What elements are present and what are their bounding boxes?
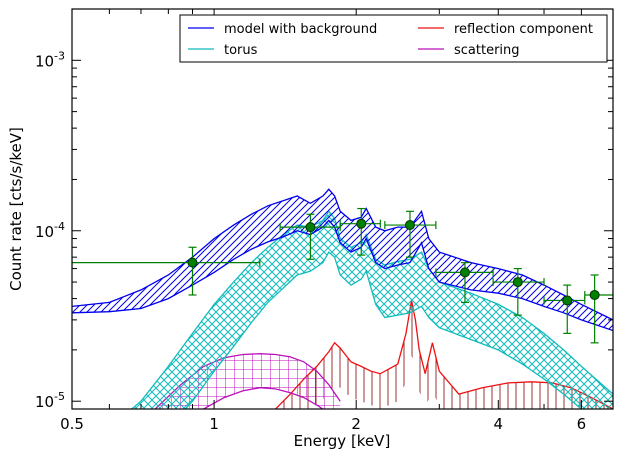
model-with-background-upper-line xyxy=(72,188,613,321)
data-marker xyxy=(512,277,523,288)
scattering-lower-line xyxy=(201,387,324,409)
plot-frame xyxy=(71,8,614,410)
legend-box xyxy=(179,14,608,63)
y-axis-label: Count rate [cts/s/keV] xyxy=(7,127,25,291)
data-point-5 xyxy=(435,262,494,303)
reflection-component-fill xyxy=(275,300,613,409)
x-tick-label: 6 xyxy=(577,415,587,433)
data-point-1 xyxy=(72,246,261,296)
data-marker xyxy=(459,267,470,278)
legend: model with background reflection componen… xyxy=(179,14,608,63)
data-point-6 xyxy=(492,267,545,316)
torus-lower-line xyxy=(184,251,583,409)
x-axis-label: Energy [keV] xyxy=(294,432,391,450)
data-marker xyxy=(305,222,316,233)
legend-label-reflection-component: reflection component xyxy=(454,22,593,37)
model-with-background-lower-line xyxy=(72,219,613,332)
data-point-8 xyxy=(584,274,613,344)
x-tick-label: 4 xyxy=(494,415,504,433)
data-marker xyxy=(187,257,198,268)
legend-label-scattering: scattering xyxy=(454,43,520,58)
x-tick-label: 1 xyxy=(209,415,219,433)
data-marker xyxy=(589,289,600,300)
data-marker xyxy=(404,220,415,231)
model-with-background-band-fill xyxy=(72,189,613,331)
scattering-band-fill xyxy=(155,353,341,409)
y-tick-labels: 10-5 10-4 10-3 xyxy=(35,49,65,411)
y-tick-label: 10-4 xyxy=(35,220,65,241)
data-point-3 xyxy=(339,207,381,256)
reflection-component-upper-line xyxy=(275,300,613,409)
legend-label-model-with-background: model with background xyxy=(224,22,377,37)
legend-label-torus: torus xyxy=(224,43,258,58)
y-tick-label: 10-3 xyxy=(35,49,65,70)
data-point-4 xyxy=(384,210,437,258)
x-tick-labels: 0.5 1 2 4 6 xyxy=(60,415,586,433)
plot-area xyxy=(72,188,613,409)
data-marker xyxy=(356,218,367,229)
x-tick-label: 0.5 xyxy=(60,415,84,433)
y-tick-label: 10-5 xyxy=(35,390,65,411)
data-point-7 xyxy=(543,284,586,334)
x-tick-label: 2 xyxy=(351,415,361,433)
data-marker xyxy=(562,295,573,306)
